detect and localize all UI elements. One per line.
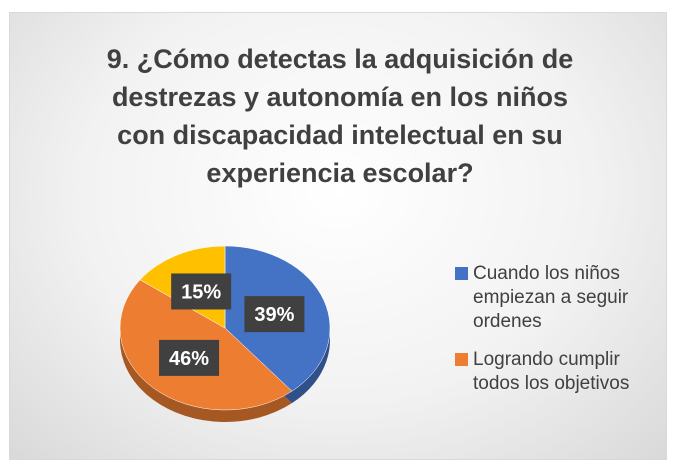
data-label: 46% [169,348,209,370]
legend-label: Cuando los niños empiezan a seguir orden… [473,263,629,332]
data-label: 15% [181,281,221,303]
data-label: 39% [254,304,294,326]
data-label-box [244,296,305,333]
data-label-box [171,273,232,310]
legend-item: Cuando los niños empiezan a seguir orden… [455,262,655,334]
legend-label: Logrando cumplir todos los objetivos [473,349,630,394]
chart-title: 9. ¿Cómo detectas la adquisición de dest… [106,44,574,188]
legend-item: Logrando cumplir todos los objetivos [455,348,655,396]
legend-swatch [455,353,468,366]
chart-area [9,12,667,460]
data-label-box [159,339,220,376]
legend-swatch [455,267,468,280]
